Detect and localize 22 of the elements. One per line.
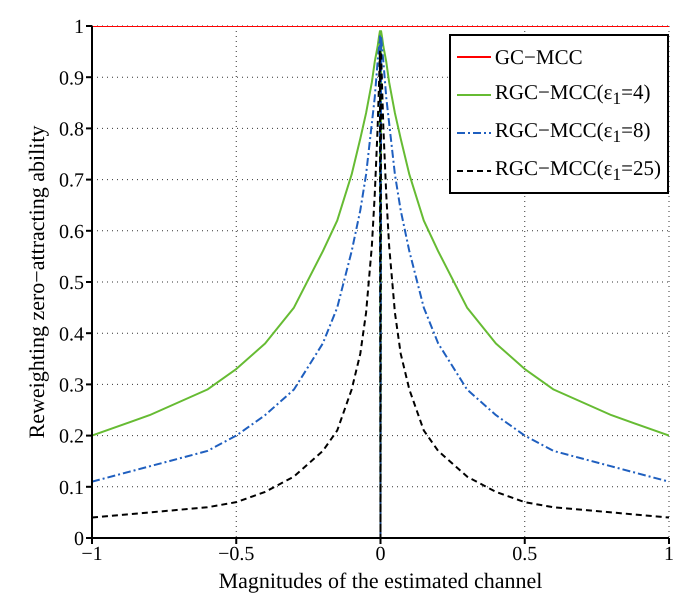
y-axis-title: Reweighting zero−attracting ability: [24, 126, 49, 438]
y-tick-label: 1: [74, 16, 84, 38]
y-tick-label: 0.3: [59, 374, 84, 396]
y-tick-label: 0: [74, 528, 84, 550]
x-tick-label: −0.5: [218, 543, 254, 566]
y-tick-label: 0.5: [59, 272, 84, 294]
y-tick-label: 0.4: [59, 323, 84, 346]
legend-label: RGC−MCC(ε$_{1}$=4): [494, 80, 650, 109]
x-tick-label: 0: [376, 543, 386, 566]
legend-label: GC−MCC: [494, 44, 583, 68]
y-tick-label: 0.7: [59, 170, 84, 192]
x-axis-title: Magnitudes of the estimated channel: [218, 568, 542, 593]
legend-label: RGC−MCC(ε$_{1}$=25): [494, 156, 661, 185]
x-tick-label: 0.5: [512, 543, 538, 566]
y-tick-label: 0.8: [59, 118, 84, 140]
y-tick-label: 0.9: [59, 67, 84, 90]
y-tick-label: 0.2: [59, 426, 84, 448]
legend-label: RGC−MCC(ε$_{1}$=8): [494, 118, 650, 147]
x-tick-label: 1: [664, 543, 674, 566]
y-tick-label: 0.6: [59, 220, 84, 243]
x-tick-label: −1: [81, 543, 103, 566]
y-tick-label: 0.1: [59, 476, 84, 499]
